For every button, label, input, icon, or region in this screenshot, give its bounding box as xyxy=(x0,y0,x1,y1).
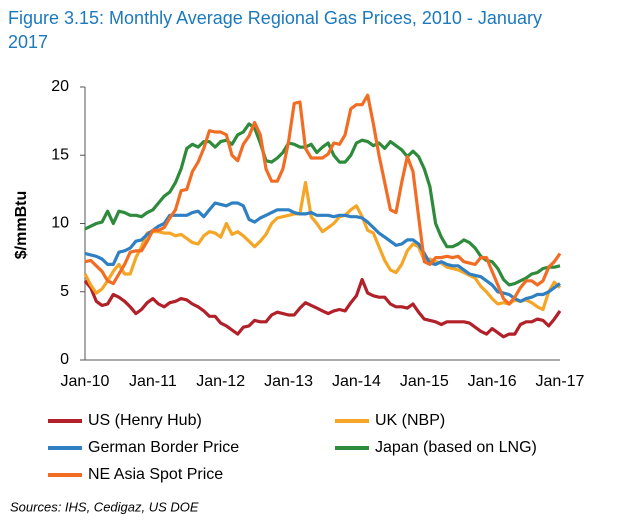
x-tick-label: Jan-15 xyxy=(400,373,449,390)
x-tick-label: Jan-10 xyxy=(61,373,110,390)
x-tick-label: Jan-12 xyxy=(196,373,245,390)
y-tick-label: 10 xyxy=(51,215,69,232)
series-line xyxy=(83,277,562,339)
x-tick-label: Jan-13 xyxy=(264,373,313,390)
legend-label: UK (NBP) xyxy=(375,412,445,429)
legend-label: NE Asia Spot Price xyxy=(88,466,223,483)
y-tick-label: 5 xyxy=(60,283,69,300)
series-line xyxy=(84,93,562,306)
y-axis-label: $/mmBtu xyxy=(13,191,30,259)
x-tick-label: Jan-17 xyxy=(536,373,585,390)
chart-title: Figure 3.15: Monthly Average Regional Ga… xyxy=(8,8,542,52)
series-line xyxy=(83,180,562,312)
x-tick-label: Jan-11 xyxy=(129,373,177,390)
legend-label: Japan (based on LNG) xyxy=(375,439,537,456)
x-tick-label: Jan-14 xyxy=(332,373,381,390)
legend-label: German Border Price xyxy=(88,439,239,456)
source: Sources: IHS, Cedigaz, US DOE xyxy=(10,499,199,514)
y-tick-label: 15 xyxy=(51,146,69,163)
y-tick-label: 20 xyxy=(51,78,69,95)
series-line xyxy=(84,201,561,303)
x-tick-label: Jan-16 xyxy=(468,373,517,390)
legend-label: US (Henry Hub) xyxy=(88,412,202,429)
y-tick-label: 0 xyxy=(60,351,69,368)
